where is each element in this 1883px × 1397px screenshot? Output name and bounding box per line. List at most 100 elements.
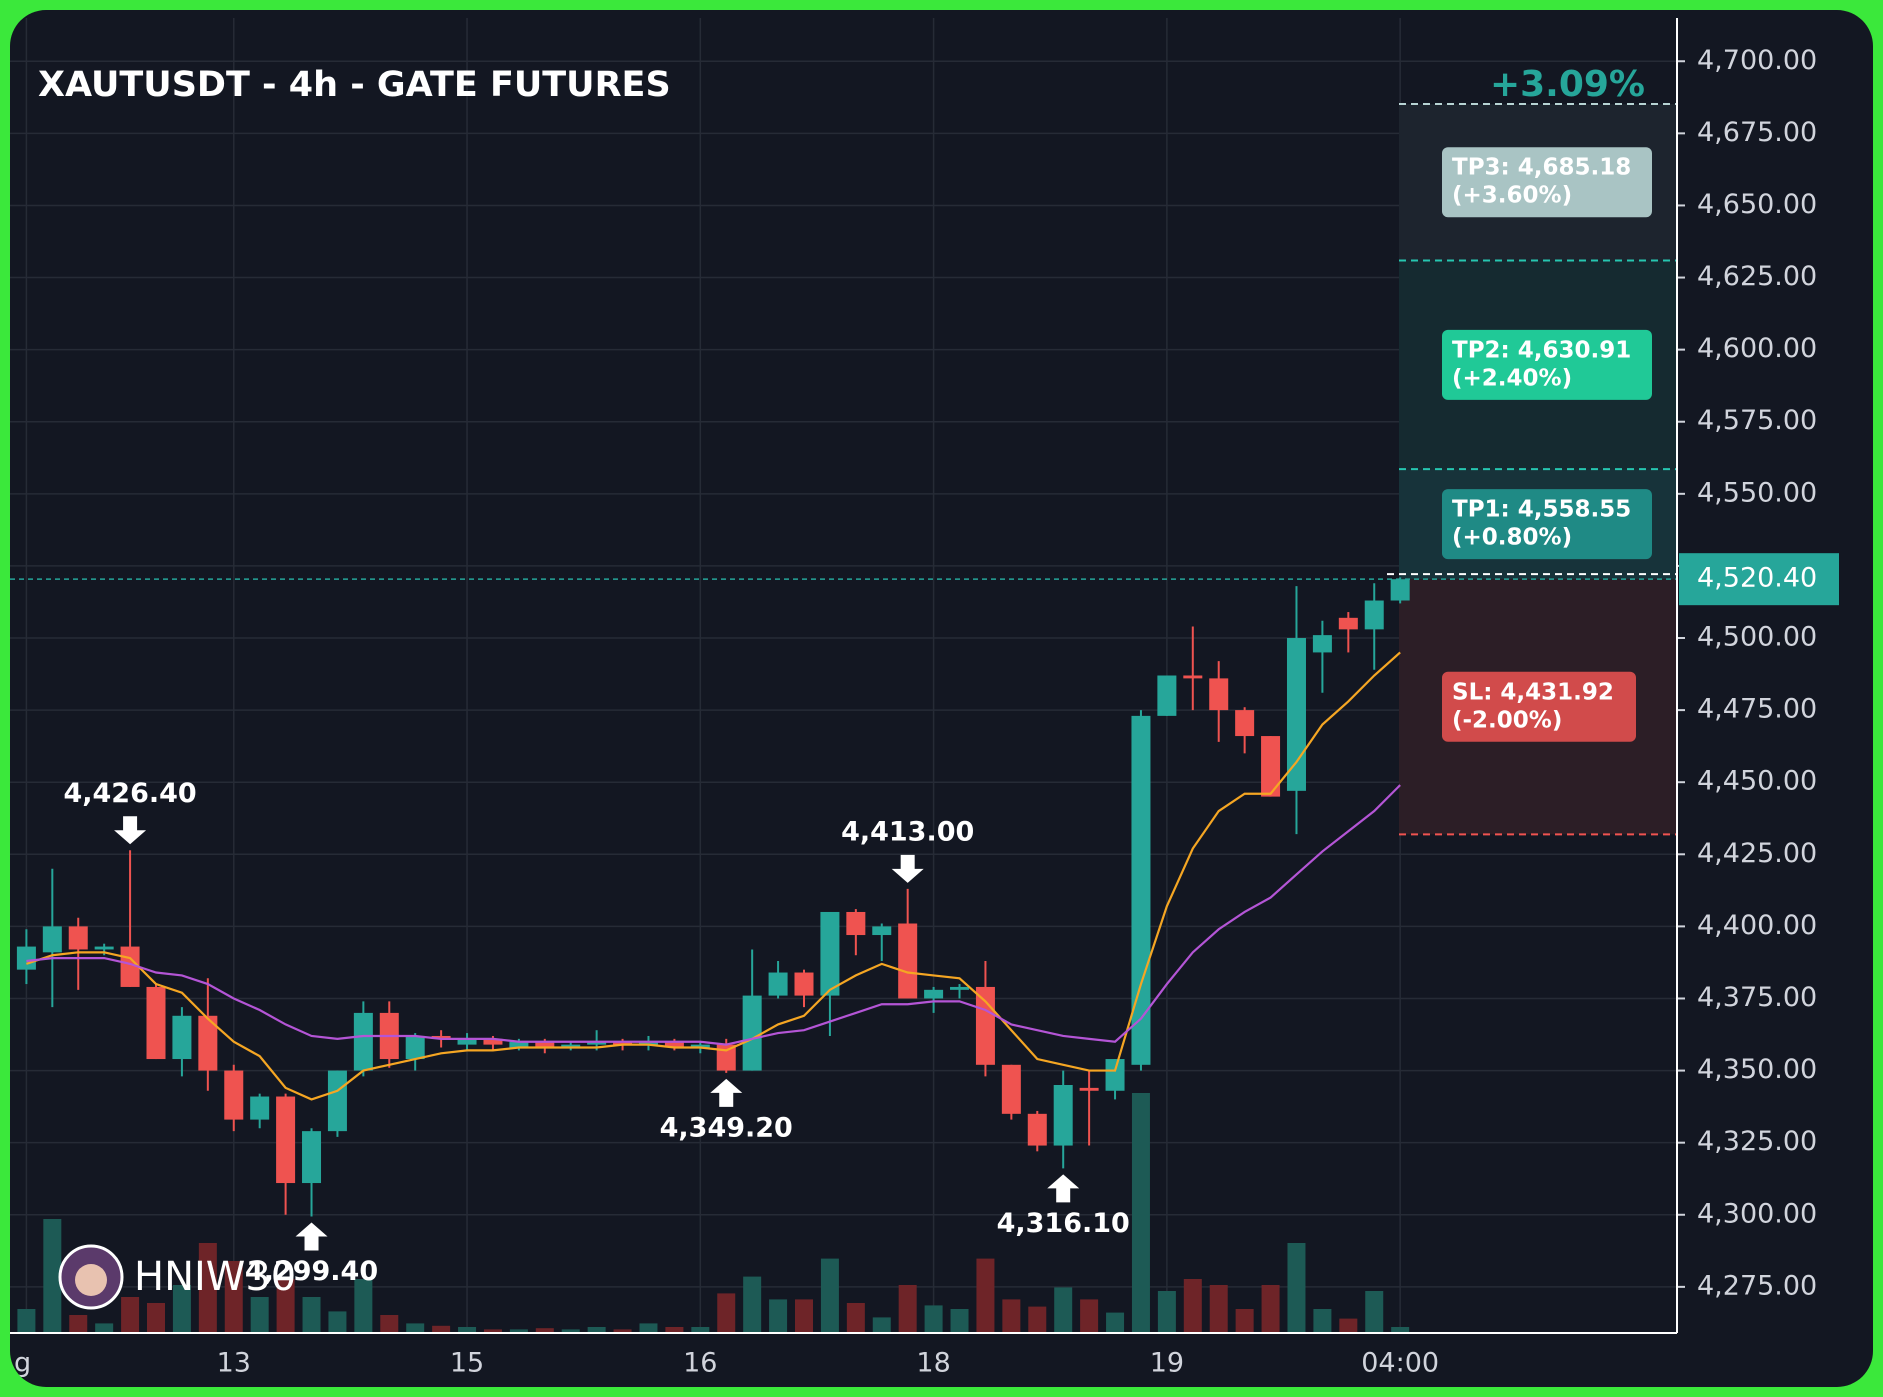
target-label: TP2: 4,630.91 [1452, 337, 1631, 363]
volume-bar [302, 1297, 321, 1333]
candle-body [613, 1041, 633, 1045]
volume-bar [198, 1243, 217, 1333]
volume-bar [561, 1329, 580, 1333]
data-layer [10, 573, 1677, 1217]
candle-body [1338, 617, 1358, 630]
volume-bar [354, 1279, 373, 1333]
volume-bar [250, 1297, 269, 1333]
candle-body [1131, 715, 1151, 1065]
y-tick-label: 4,350.00 [1697, 1054, 1817, 1085]
volume-bar [380, 1315, 399, 1333]
target-change: (+3.60%) [1452, 183, 1572, 209]
last-price-tag [1679, 553, 1839, 606]
candle-body [768, 972, 788, 996]
annotation-label: 4,426.40 [63, 778, 196, 809]
y-tick-label: 4,275.00 [1697, 1270, 1817, 1301]
volume-bar [1002, 1299, 1021, 1333]
candle-body [975, 986, 995, 1065]
candle-body [535, 1041, 555, 1048]
candle-body [224, 1070, 244, 1120]
y-tick-label: 4,475.00 [1697, 694, 1817, 725]
volume-bar [1261, 1285, 1280, 1333]
volume-bar [613, 1329, 632, 1333]
y-tick-label: 4,400.00 [1697, 910, 1817, 941]
volume-bar [743, 1276, 762, 1333]
candle-body [1079, 1087, 1099, 1091]
candle-body [1235, 710, 1255, 737]
moving-average [26, 784, 1401, 1046]
volume-bar [950, 1309, 969, 1333]
candle-body [1053, 1084, 1073, 1146]
annotation-arrow [710, 1078, 743, 1107]
y-tick-label: 4,550.00 [1697, 477, 1817, 508]
volume-bar [535, 1328, 554, 1333]
y-tick-label: 4,675.00 [1697, 117, 1817, 148]
candle-body [1001, 1064, 1021, 1114]
volume-bar [587, 1327, 606, 1333]
x-tick-label: g [14, 1348, 31, 1379]
candle-body [16, 946, 36, 970]
volume-bar [17, 1309, 36, 1333]
candle-body [353, 1012, 373, 1071]
volume-bar [406, 1323, 425, 1333]
candle-body [794, 972, 814, 996]
candle-body [405, 1035, 425, 1060]
volume-bar [224, 1261, 243, 1333]
candle-body [302, 1131, 322, 1184]
candle-body [1209, 678, 1229, 711]
candle-body [664, 1041, 684, 1048]
chart-title: XAUTUSDT - 4h - GATE FUTURES [38, 65, 671, 105]
volume-bar [898, 1285, 917, 1333]
candle-body [172, 1015, 192, 1060]
volume-bar [1391, 1327, 1410, 1333]
volume-bar [121, 1297, 140, 1333]
y-tick-label: 4,700.00 [1697, 45, 1817, 76]
watermark: HNIW30 [134, 1254, 296, 1300]
avatar-face [75, 1264, 107, 1296]
x-tick-label: 15 [450, 1348, 484, 1379]
target-change: (+2.40%) [1452, 365, 1572, 391]
candle-body [742, 995, 762, 1071]
volume-bar [717, 1293, 736, 1333]
candle-body [950, 986, 970, 990]
candle-body [846, 911, 866, 936]
y-tick-label: 4,500.00 [1697, 622, 1817, 653]
volume-bar [432, 1325, 451, 1333]
volume-bar [1183, 1279, 1202, 1333]
volume-bar [69, 1315, 88, 1333]
candle-body [638, 1041, 658, 1045]
stop-label: SL: 4,431.92 [1452, 679, 1614, 705]
candle-body [146, 986, 166, 1060]
volume-bar [639, 1323, 658, 1333]
volume-bar [1131, 1093, 1150, 1333]
annotation-arrow [1047, 1174, 1080, 1203]
y-tick-label: 4,650.00 [1697, 189, 1817, 220]
target-change: (+0.80%) [1452, 525, 1572, 551]
candle-body [1027, 1113, 1047, 1146]
volume-bar [1365, 1291, 1384, 1333]
x-tick-label: 18 [916, 1348, 950, 1379]
volume-bar [276, 1279, 295, 1333]
candle-body [276, 1096, 296, 1184]
candle-body [250, 1096, 270, 1120]
x-tick-label: 04:00 [1361, 1348, 1439, 1379]
target-box [1442, 489, 1652, 560]
last-price-label: 4,520.40 [1697, 563, 1817, 594]
volume-bar [1106, 1312, 1125, 1333]
candle-body [457, 1038, 477, 1045]
annotation-label: 4,413.00 [841, 816, 974, 847]
stop-change: (-2.00%) [1452, 707, 1562, 733]
volume-bar [872, 1317, 891, 1333]
y-tick-label: 4,425.00 [1697, 838, 1817, 869]
candle-body [94, 946, 114, 950]
position-headline: +3.09% [1490, 64, 1645, 105]
volume-bar [976, 1258, 995, 1333]
volume-bar [769, 1299, 788, 1333]
volume-bar [1028, 1306, 1047, 1333]
candle-body [42, 926, 62, 953]
candle-body [561, 1044, 581, 1048]
volume-bar [846, 1303, 865, 1333]
volume-bar [665, 1327, 684, 1333]
candle-body [690, 1044, 710, 1048]
